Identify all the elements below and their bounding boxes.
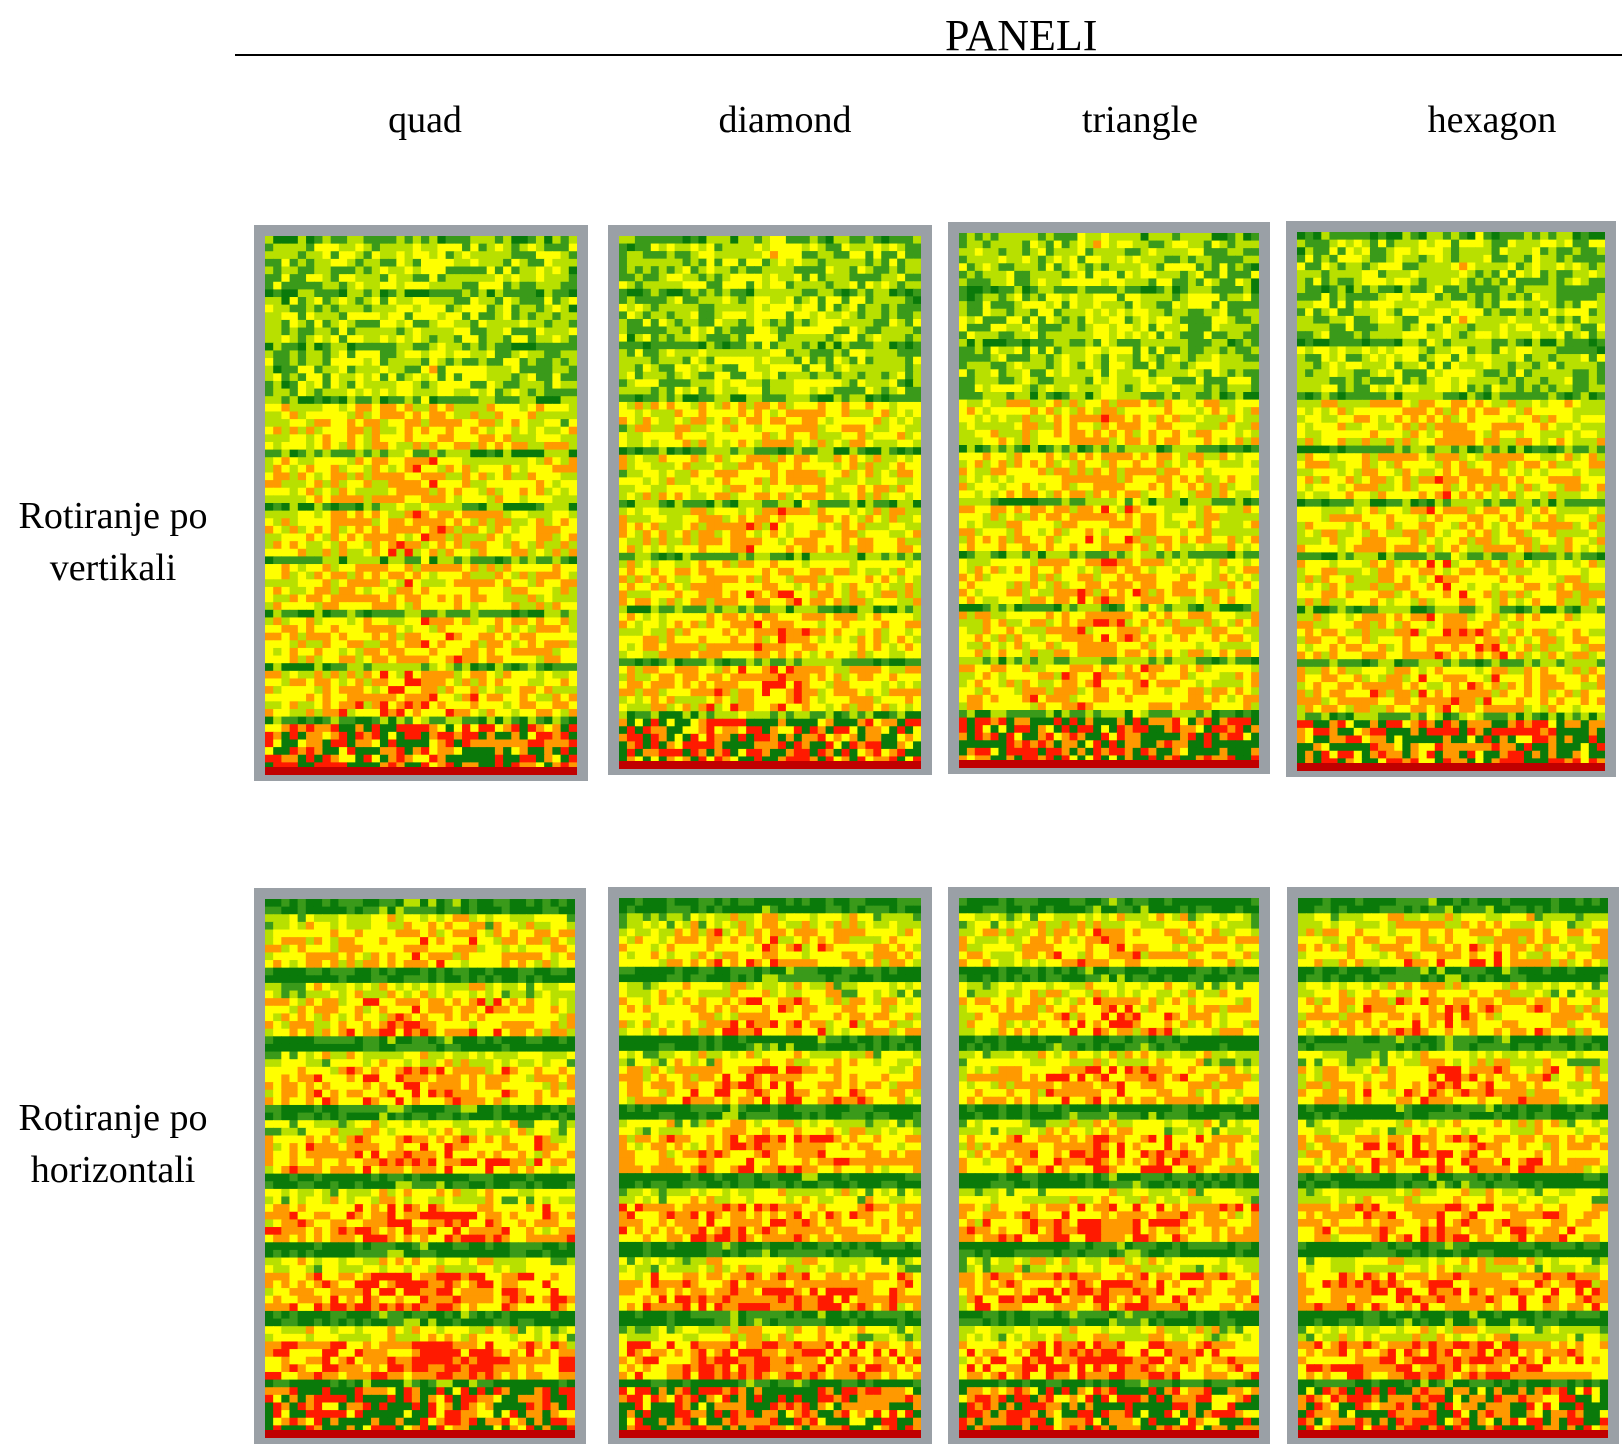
stress-heatmap xyxy=(959,898,1259,1433)
panel-quad-vertical xyxy=(254,225,588,781)
stress-heatmap xyxy=(1297,232,1605,766)
stress-heatmap xyxy=(265,236,577,770)
support-line xyxy=(959,760,1259,768)
stress-heatmap xyxy=(1298,898,1608,1433)
column-label-diamond: diamond xyxy=(665,96,905,144)
panel-hexagon-horizontal xyxy=(1287,887,1619,1444)
title-underline xyxy=(235,54,1622,56)
stress-heatmap xyxy=(619,236,921,764)
column-label-quad: quad xyxy=(305,96,545,144)
support-line xyxy=(1297,763,1605,771)
stress-heatmap xyxy=(265,899,575,1433)
support-line xyxy=(619,761,921,769)
support-line xyxy=(1298,1430,1608,1438)
row-label-horizontal-line2: horizontali xyxy=(0,1144,226,1196)
row-label-vertical: Rotiranje po vertikali xyxy=(0,490,226,594)
stress-heatmap xyxy=(959,233,1259,763)
support-line xyxy=(959,1430,1259,1438)
row-label-vertical-line1: Rotiranje po xyxy=(0,490,226,542)
panel-quad-horizontal xyxy=(254,888,586,1444)
panel-hexagon-vertical xyxy=(1286,221,1616,777)
stress-heatmap xyxy=(619,898,921,1433)
row-label-horizontal-line1: Rotiranje po xyxy=(0,1092,226,1144)
panel-diamond-vertical xyxy=(608,225,932,775)
panel-diamond-horizontal xyxy=(608,887,932,1444)
row-label-horizontal: Rotiranje po horizontali xyxy=(0,1092,226,1196)
panel-triangle-horizontal xyxy=(948,887,1270,1444)
support-line xyxy=(265,1430,575,1438)
support-line xyxy=(265,767,577,775)
panel-triangle-vertical xyxy=(948,222,1270,774)
row-label-vertical-line2: vertikali xyxy=(0,542,226,594)
panels-title: PANELI xyxy=(945,8,1097,64)
column-label-hexagon: hexagon xyxy=(1372,96,1612,144)
support-line xyxy=(619,1430,921,1438)
column-label-triangle: triangle xyxy=(1020,96,1260,144)
